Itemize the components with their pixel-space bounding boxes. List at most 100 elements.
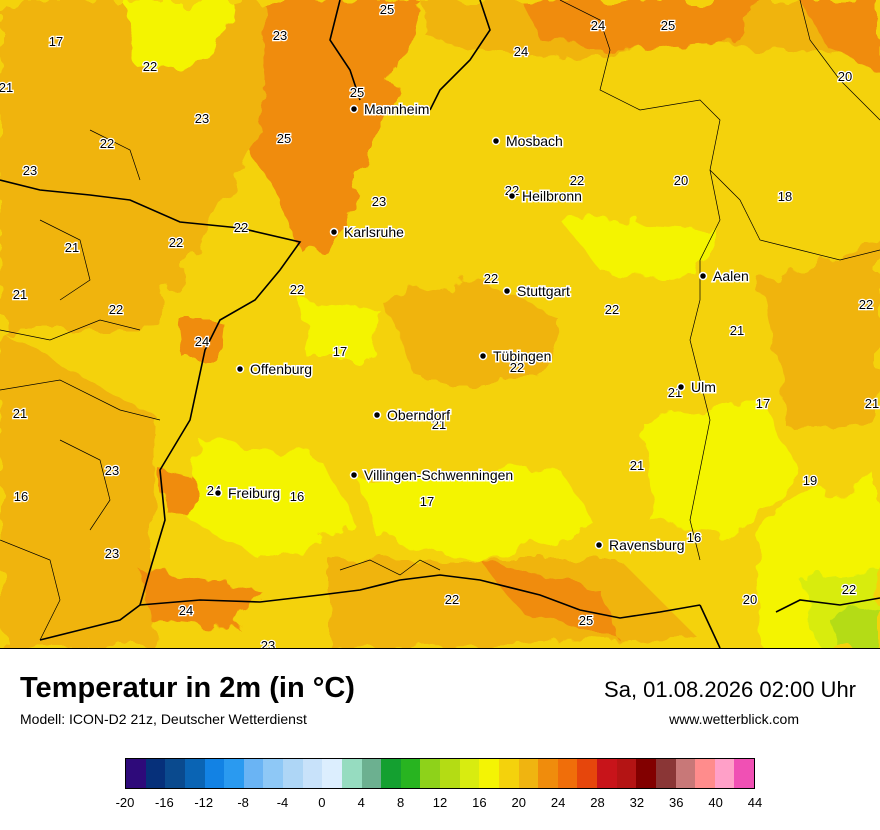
legend-swatch bbox=[479, 759, 499, 788]
map-canvas: 25 24 25 17 23 24 22 20 21 25 23 25 22 23 22 20 22 18 23 22… bbox=[0, 0, 880, 648]
city-label: Stuttgart bbox=[517, 283, 570, 299]
district-borders bbox=[0, 0, 880, 641]
legend-tick-label: 20 bbox=[511, 795, 526, 810]
city-dot-icon bbox=[349, 104, 359, 114]
city-freiburg: Freiburg bbox=[213, 484, 282, 503]
city-dot-icon bbox=[235, 364, 245, 374]
city-label: Freiburg bbox=[228, 485, 280, 501]
legend-swatch bbox=[577, 759, 597, 788]
legend-tick-label: 4 bbox=[357, 795, 365, 810]
website-link[interactable]: www.wetterblick.com bbox=[669, 711, 799, 727]
temperature-value: 17 bbox=[420, 494, 434, 509]
legend-tick-label: 24 bbox=[550, 795, 566, 810]
temperature-value: 16 bbox=[687, 530, 701, 545]
city-dot-icon bbox=[676, 382, 686, 392]
city-label: Ravensburg bbox=[609, 537, 685, 553]
temperature-field bbox=[0, 0, 880, 648]
legend-tick-label: -16 bbox=[154, 795, 174, 810]
legend-tick-label: -12 bbox=[194, 795, 214, 810]
temperature-value: 22 bbox=[510, 360, 524, 375]
legend-swatch bbox=[126, 759, 146, 788]
legend-swatch bbox=[381, 759, 401, 788]
temperature-value: 25 bbox=[277, 131, 291, 146]
legend-tick-label: -4 bbox=[276, 795, 289, 810]
city-dot-icon bbox=[329, 227, 339, 237]
model-info: Modell: ICON-D2 21z, Deutscher Wetterdie… bbox=[20, 711, 307, 727]
temperature-value: 23 bbox=[273, 28, 287, 43]
temperature-value: 25 bbox=[350, 85, 364, 100]
temperature-value: 21 bbox=[0, 80, 13, 95]
temperature-value: 21 bbox=[432, 417, 446, 432]
temperature-value: 22 bbox=[859, 297, 873, 312]
state-borders bbox=[0, 0, 880, 648]
legend-swatch bbox=[616, 759, 637, 788]
city-dot-icon bbox=[349, 470, 359, 480]
city-dot-icon bbox=[491, 136, 501, 146]
city-heilbronn: Heilbronn bbox=[507, 187, 583, 206]
temperature-value: 23 bbox=[195, 111, 209, 126]
temperature-value: 16 bbox=[290, 489, 304, 504]
temperature-value: 22 bbox=[605, 302, 619, 317]
legend-swatch bbox=[400, 759, 421, 788]
legend-swatch bbox=[557, 759, 578, 788]
city-label: Mosbach bbox=[506, 133, 563, 149]
legend-tick-label: 12 bbox=[432, 795, 448, 810]
city-dot-icon bbox=[698, 271, 708, 281]
legend-tick-label: 44 bbox=[747, 795, 763, 810]
legend-swatch bbox=[597, 759, 617, 788]
legend-swatch bbox=[322, 759, 342, 788]
legend-swatch bbox=[283, 759, 303, 788]
city-offenburg: Offenburg bbox=[235, 360, 314, 379]
legend-tick-label: 40 bbox=[708, 795, 723, 810]
legend-swatch bbox=[165, 759, 185, 788]
temperature-value: 21 bbox=[13, 406, 27, 421]
temperature-value: 22 bbox=[290, 282, 304, 297]
city-oberndorf: Oberndorf bbox=[372, 406, 452, 425]
temperature-value: 23 bbox=[105, 463, 119, 478]
legend-swatch bbox=[440, 759, 460, 788]
legend-swatch bbox=[695, 759, 715, 788]
temperature-value: 21 bbox=[13, 287, 27, 302]
temperature-value: 21 bbox=[630, 458, 644, 473]
legend-swatch bbox=[518, 759, 539, 788]
legend-ticks: -20 -16 -12 -8 -4 0 4 8 12 16 20 24 28 32 36 40 44 bbox=[0, 795, 880, 815]
legend-swatch bbox=[714, 759, 735, 788]
temperature-value: 22 bbox=[445, 592, 459, 607]
legend-swatch bbox=[655, 759, 676, 788]
city-dot-icon bbox=[478, 351, 488, 361]
legend-swatch bbox=[538, 759, 558, 788]
temperature-value: 24 bbox=[179, 603, 193, 618]
city-mosbach: Mosbach bbox=[491, 132, 564, 151]
city-villingen: Villingen-Schwenningen bbox=[349, 466, 515, 485]
temperature-value: 24 bbox=[514, 44, 528, 59]
temperature-value: 24 bbox=[591, 18, 605, 33]
legend-tick-label: 28 bbox=[590, 795, 605, 810]
temperature-value: 22 bbox=[100, 136, 114, 151]
city-label: Oberndorf bbox=[387, 407, 450, 423]
temperature-value: 25 bbox=[661, 18, 675, 33]
temperature-value: 23 bbox=[105, 546, 119, 561]
temperature-value: 19 bbox=[803, 473, 817, 488]
legend-tick-label: -20 bbox=[115, 795, 135, 810]
city-tuebingen: Tübingen bbox=[478, 347, 553, 366]
temperature-value: 22 bbox=[143, 59, 157, 74]
legend-swatch bbox=[224, 759, 244, 788]
valid-datetime: Sa, 01.08.2026 02:00 Uhr bbox=[604, 677, 856, 702]
temperature-value: 23 bbox=[23, 163, 37, 178]
temperature-value: 17 bbox=[49, 34, 63, 49]
temperature-value: 21 bbox=[730, 323, 744, 338]
temperature-value: 16 bbox=[14, 489, 28, 504]
map-title: Temperatur in 2m (in °C) bbox=[20, 672, 355, 704]
city-ulm: Ulm bbox=[676, 378, 717, 397]
city-aalen: Aalen bbox=[698, 267, 750, 286]
city-stuttgart: Stuttgart bbox=[502, 282, 572, 301]
legend-swatch bbox=[341, 759, 362, 788]
city-karlsruhe: Karlsruhe bbox=[329, 223, 406, 242]
legend-swatch bbox=[420, 759, 440, 788]
legend-swatch bbox=[498, 759, 519, 788]
temperature-value: 21 bbox=[865, 396, 879, 411]
city-dot-icon bbox=[507, 191, 517, 201]
temperature-value: 23 bbox=[372, 194, 386, 209]
temperature-value: 17 bbox=[333, 344, 347, 359]
city-dot-icon bbox=[502, 286, 512, 296]
